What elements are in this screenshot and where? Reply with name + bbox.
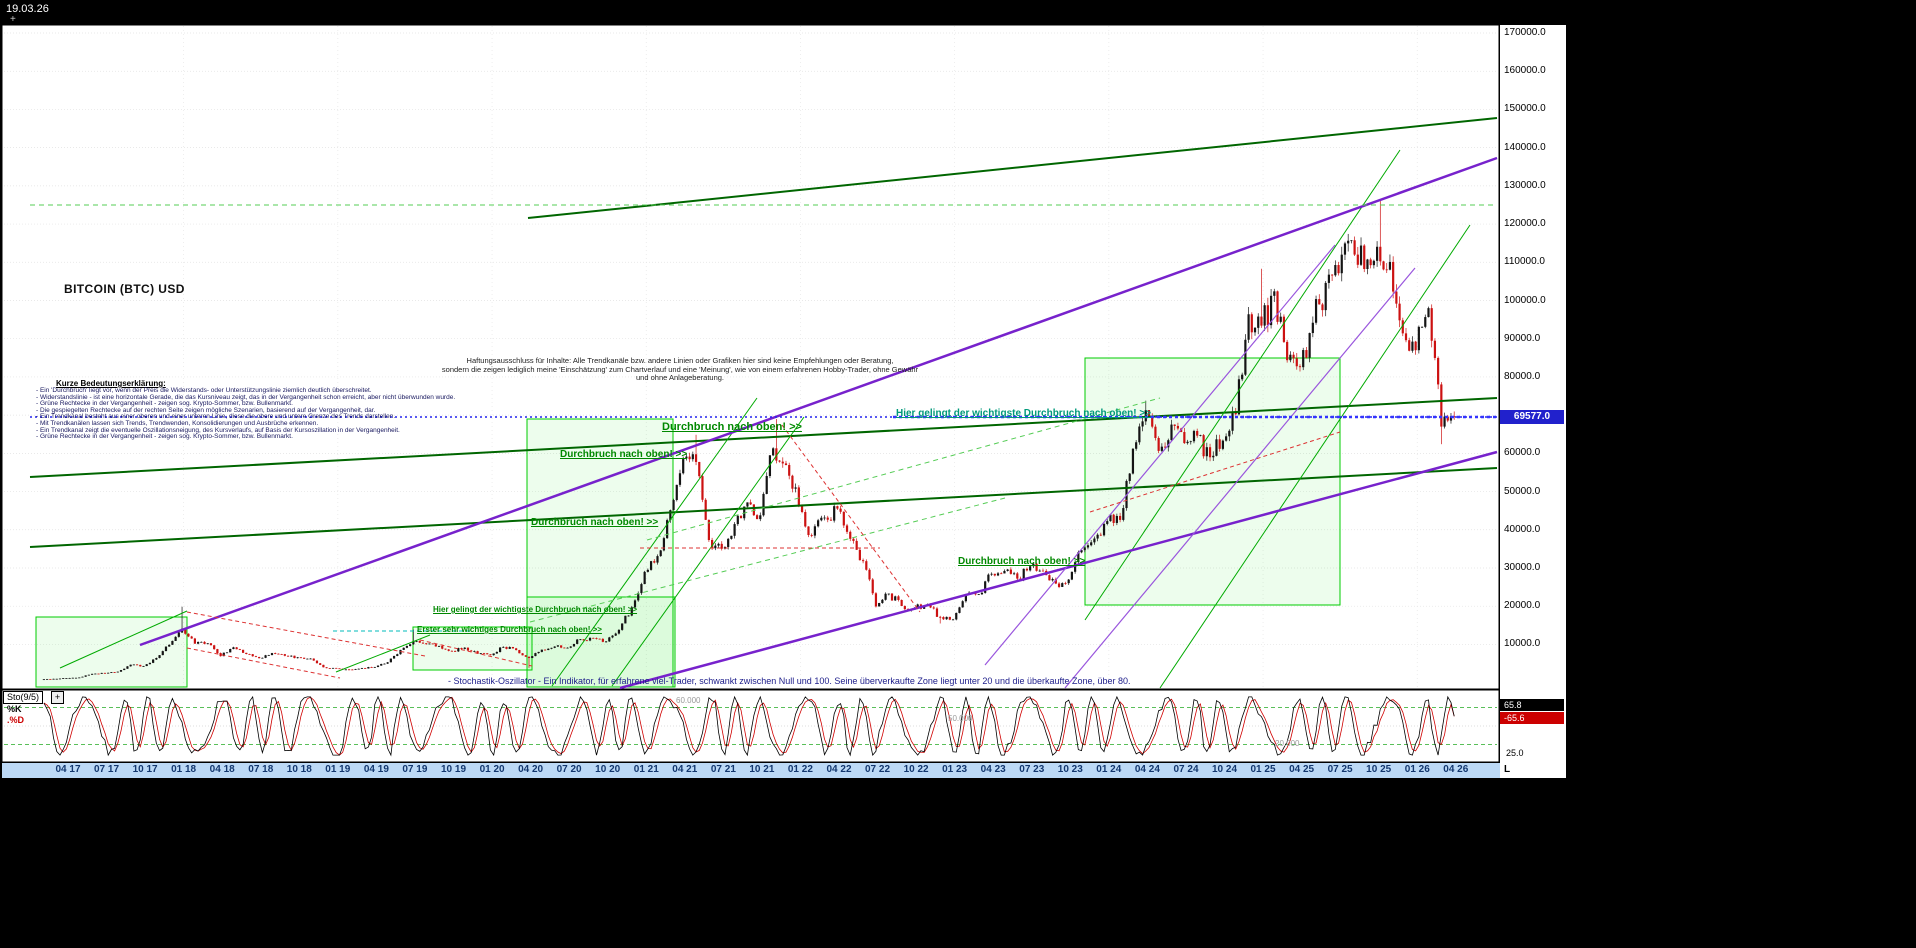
legend-line: - Ein 'Durchbruch' liegt vor, wenn der P… — [36, 387, 372, 394]
current-price-badge: 69577.0 — [1500, 410, 1564, 424]
date-axis-label: 04 19 — [363, 764, 389, 775]
legend-line: - Widerstandslinie - ist eine horizontal… — [36, 393, 456, 401]
chart-canvas[interactable] — [0, 0, 1500, 780]
breakout-annotation: Durchbruch nach oben! >> — [958, 556, 1086, 567]
date-axis-label: 01 22 — [787, 764, 813, 775]
disclaimer-line-1: Haftungsausschluss für Inhalte: Alle Tre… — [466, 356, 894, 365]
indicator-description: - Stochastik-Oszillator - Ein Indikator,… — [448, 676, 1131, 686]
date-axis-label: 07 19 — [402, 764, 428, 775]
date-axis-label: 01 23 — [942, 764, 968, 775]
date-axis-label: 07 17 — [93, 764, 120, 775]
stochastic-d-value-badge: -65.6 — [1500, 712, 1564, 724]
date-axis-label: 04 26 — [1443, 764, 1469, 775]
date-axis-label: 01 25 — [1250, 764, 1276, 775]
date-axis-label: 07 20 — [556, 764, 582, 775]
date-axis-label: 10 20 — [595, 764, 621, 775]
breakout-annotation: Hier gelingt der wichtigste Durchbruch n… — [433, 605, 638, 614]
date-axis-label: 10 18 — [286, 764, 312, 775]
stochastic-low-value: 25.0 — [1506, 748, 1524, 758]
date-axis-label: 10 25 — [1366, 764, 1392, 775]
breakout-annotation: Erster sehr wichtiges Durchbruch nach ob… — [417, 625, 602, 634]
date-axis-label: 04 25 — [1289, 764, 1315, 775]
axis-corner — [1500, 763, 1566, 778]
legend-line: - Grüne Rechtecke in der Vergangenheit -… — [36, 433, 293, 441]
price-axis-label: 30000.0 — [1504, 562, 1541, 573]
crosshair-icon[interactable]: + — [10, 14, 16, 25]
price-axis-label: 150000.0 — [1504, 103, 1546, 115]
legend-lines: - Ein 'Durchbruch' liegt vor, wenn der P… — [36, 387, 456, 441]
legend-block: Kurze Bedeutungserklärung: - Ein 'Durchb… — [36, 379, 455, 441]
date-axis-label: 01 26 — [1404, 764, 1430, 775]
stochastic-indicator-label[interactable]: Sto(9/5) — [3, 691, 44, 704]
breakout-annotation: Durchbruch nach oben! >> — [662, 421, 802, 433]
date-axis-label: 01 21 — [633, 764, 659, 775]
date-axis-label: 07 25 — [1327, 764, 1353, 775]
price-axis-label: 170000.0 — [1504, 27, 1546, 38]
level-label: 60.000 — [676, 696, 701, 705]
price-axis-label: 10000.0 — [1504, 638, 1541, 650]
level-label: 50.000 — [948, 714, 973, 723]
price-axis-label: 90000.0 — [1504, 332, 1541, 344]
date-axis-label: 07 24 — [1173, 764, 1199, 775]
stochastic-d-label: .%D — [7, 715, 25, 725]
legend-line: - Die gespiegelten Rechtecke auf der rec… — [36, 406, 376, 414]
price-axis-label: 160000.0 — [1504, 65, 1546, 77]
level-label: 20.000 — [1275, 739, 1300, 748]
price-axis-label: 130000.0 — [1504, 179, 1546, 191]
date-axis-label: 04 21 — [672, 764, 698, 775]
disclaimer-line-2: sondern die zeigen lediglich meine 'Eins… — [441, 364, 919, 382]
add-indicator-button[interactable]: + — [51, 691, 64, 704]
price-axis-label: 120000.0 — [1504, 218, 1546, 230]
date-axis-label: 10 22 — [903, 764, 929, 775]
date-axis-band — [2, 763, 1500, 778]
date-axis-label: 04 24 — [1134, 764, 1160, 775]
price-axis-label: 110000.0 — [1504, 256, 1545, 268]
legend-heading: Kurze Bedeutungserklärung: — [56, 379, 166, 388]
date-axis-label: 10 19 — [440, 764, 467, 775]
price-axis-label: 80000.0 — [1504, 370, 1541, 382]
date-axis-label: 01 18 — [171, 764, 197, 775]
date-axis-label: 10 24 — [1211, 764, 1238, 775]
breakout-annotation: Durchbruch nach oben! >> — [531, 517, 659, 528]
stochastic-k-value-badge: 65.8 — [1500, 699, 1564, 711]
date-axis-label: 04 20 — [518, 764, 544, 775]
date-axis-label: 07 23 — [1019, 764, 1045, 775]
breakout-annotation: Durchbruch nach oben! >> — [560, 449, 688, 460]
breakout-annotation: Hier gelingt der wichtigste Durchbruch n… — [896, 408, 1152, 419]
date-axis-label: 07 22 — [864, 764, 891, 775]
date-axis-label: 04 23 — [980, 764, 1006, 775]
legend-line: - Mit Trendkanälen lassen sich Trends, T… — [36, 419, 319, 427]
date-axis-label: 10 23 — [1057, 764, 1083, 775]
date-axis-label: 07 18 — [248, 764, 274, 775]
legend-line: - Grüne Rechtecke in der Vergangenheit -… — [36, 400, 293, 408]
legend-line: - Ein Trendkanal zeigt die eventuelle Os… — [36, 426, 400, 434]
price-axis-label: 100000.0 — [1504, 294, 1546, 306]
date-axis-label: 04 17 — [55, 764, 81, 775]
date-axis-label: 04 18 — [209, 764, 235, 775]
price-axis-label: 60000.0 — [1504, 447, 1541, 459]
date-axis-label: 04 22 — [826, 764, 852, 775]
price-chart-area[interactable] — [1, 24, 1500, 690]
price-axis-label: 40000.0 — [1504, 523, 1541, 535]
date-axis-label: 07 21 — [710, 764, 736, 775]
date-axis-label: 01 24 — [1096, 764, 1122, 775]
legend-line: - Ein Trendkanal besteht aus einer obere… — [36, 413, 396, 421]
stochastic-k-label: %K — [7, 704, 22, 714]
date-axis-label: 10 17 — [132, 764, 158, 775]
chart-title: BITCOIN (BTC) USD — [64, 282, 185, 296]
axis-end-marker: L — [1504, 764, 1511, 775]
price-axis-label: 140000.0 — [1504, 141, 1546, 153]
date-axis-label: 10 21 — [749, 764, 775, 775]
price-axis-label: 20000.0 — [1504, 600, 1541, 612]
price-axis-column — [1500, 25, 1566, 763]
price-axis-label: 50000.0 — [1504, 485, 1541, 497]
disclaimer-text: Haftungsausschluss für Inhalte: Alle Tre… — [440, 356, 920, 383]
chart-date-label: 19.03.26 — [6, 3, 49, 15]
date-axis-label: 01 19 — [325, 764, 351, 775]
date-axis-label: 01 20 — [479, 764, 505, 775]
